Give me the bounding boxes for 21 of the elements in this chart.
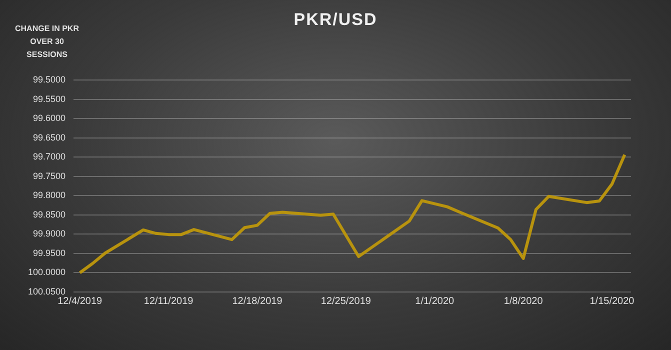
y-tick-label: 99.5000 [32,74,66,84]
chart-title: PKR/USD [294,10,378,29]
y-tick-label: 99.6500 [32,132,66,142]
y-tick-label: 99.8500 [32,209,66,220]
y-tick-label: 99.6000 [32,113,66,124]
x-tick-label: 1/1/2020 [415,296,455,307]
y-tick-label: 99.9000 [32,228,66,239]
y-tick-label: 99.7000 [32,152,66,162]
y-tick-label: 99.5500 [32,94,66,104]
y-tick-label: 100.0500 [28,286,66,296]
y-axis-title: CHANGE IN PKR OVER 30 SESSIONS [14,23,80,61]
x-tick-label: 1/15/2020 [590,296,635,307]
x-tick-label: 1/8/2020 [504,296,544,307]
y-tick-label: 99.7500 [32,170,66,181]
x-tick-label: 12/25/2019 [320,296,372,307]
x-tick-label: 12/4/2019 [58,296,103,307]
y-tick-label: 99.8000 [32,190,66,200]
y-tick-label: 100.0000 [28,267,66,278]
x-tick-label: 12/18/2019 [232,296,283,307]
y-tick-label: 99.9500 [32,248,66,258]
x-tick-label: 12/11/2019 [144,296,194,307]
